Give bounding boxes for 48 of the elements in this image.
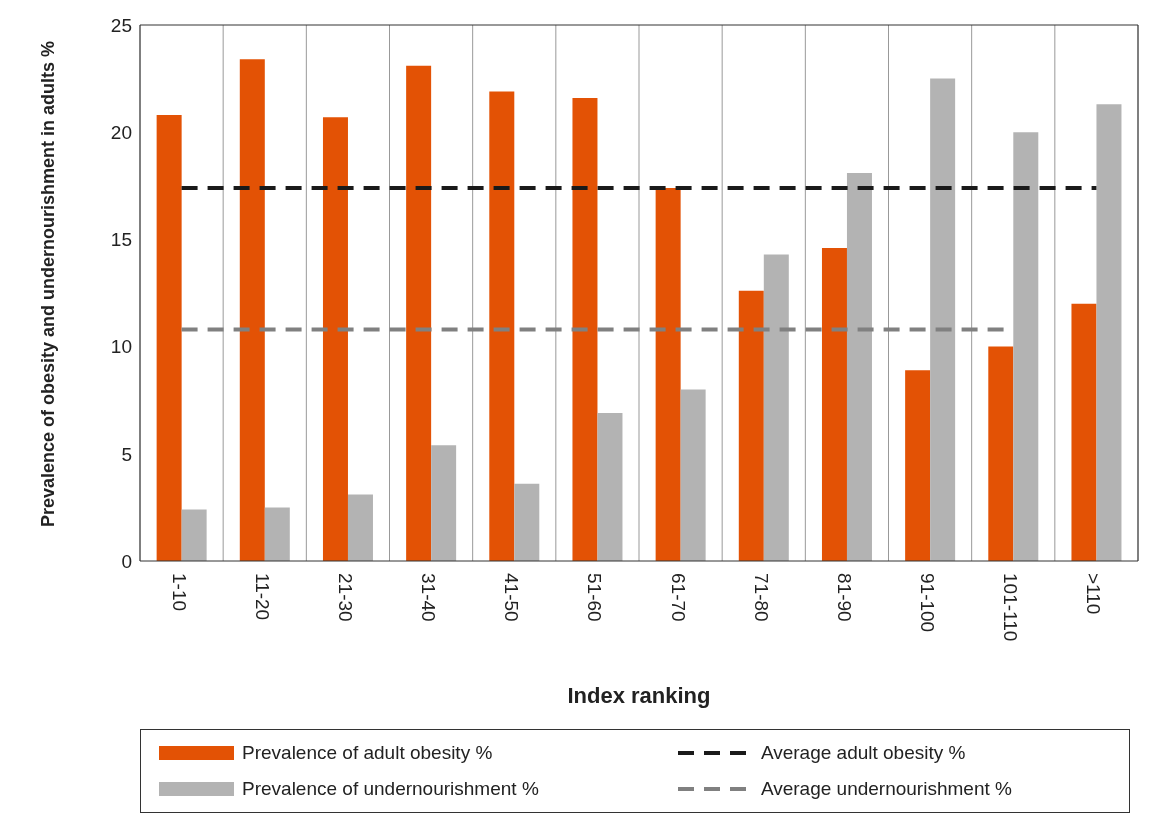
- bar: [406, 65, 432, 561]
- y-tick-label: 15: [110, 229, 132, 251]
- x-axis-title: Index ranking: [567, 683, 711, 708]
- y-tick-label: 5: [121, 443, 132, 465]
- bar: [655, 187, 681, 561]
- x-tick-label: 51-60: [584, 573, 606, 622]
- y-tick-label: 25: [110, 14, 132, 36]
- x-tick-label: 61-70: [667, 573, 689, 622]
- bar: [988, 346, 1014, 561]
- bar: [322, 117, 348, 561]
- bar: [597, 413, 623, 561]
- bar: [1096, 104, 1122, 561]
- y-tick-label: 10: [110, 336, 132, 358]
- x-tick-label: >110: [1083, 573, 1105, 615]
- bar: [514, 483, 540, 561]
- x-tick-label: 81-90: [833, 573, 855, 622]
- bar: [347, 494, 373, 561]
- bar: [930, 78, 956, 561]
- bar: [738, 290, 764, 561]
- legend-label: Average undernourishment %: [760, 778, 1012, 800]
- bar: [763, 254, 789, 561]
- y-axis-title: Prevalence of obesity and undernourishment in adults %: [37, 40, 59, 528]
- x-tick-label: 11-20: [251, 573, 273, 621]
- y-tick-label: 0: [121, 550, 132, 572]
- bar: [846, 172, 872, 561]
- x-tick-label: 1-10: [168, 573, 190, 612]
- y-tick-label: 20: [110, 121, 132, 143]
- legend-label: Prevalence of undernourishment %: [242, 778, 539, 800]
- bar: [156, 115, 182, 561]
- bar: [572, 97, 598, 561]
- x-tick-label: 31-40: [418, 573, 440, 622]
- bar: [239, 59, 265, 561]
- x-tick-label: 41-50: [501, 573, 523, 622]
- x-tick-label: 21-30: [334, 573, 356, 622]
- x-tick-label: 71-80: [750, 573, 772, 622]
- x-tick-label: 101-110: [1000, 573, 1022, 642]
- bar: [181, 509, 207, 561]
- bar: [680, 389, 706, 561]
- legend-label: Average adult obesity %: [760, 742, 966, 764]
- bar: [905, 370, 931, 561]
- bar: [264, 507, 290, 561]
- bar: [821, 247, 847, 561]
- legend-label: Prevalence of adult obesity %: [242, 742, 493, 764]
- bar: [1013, 132, 1039, 561]
- bar: [1071, 303, 1097, 561]
- bar: [431, 445, 457, 561]
- bar: [489, 91, 515, 561]
- x-tick-label: 91-100: [917, 573, 939, 633]
